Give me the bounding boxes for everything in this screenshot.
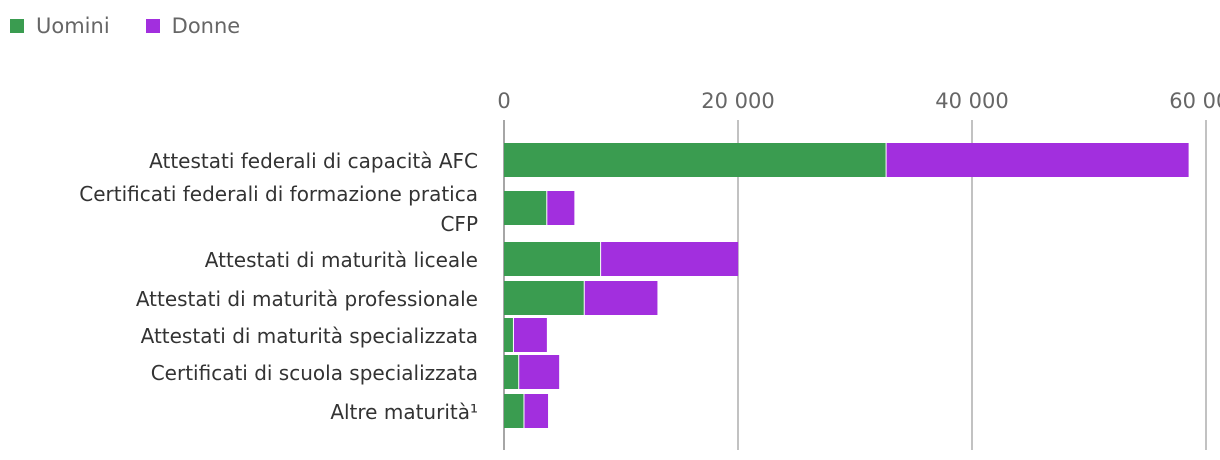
category-label: Attestati di maturità professionale <box>136 287 478 311</box>
bar-segment-uomini <box>504 281 584 315</box>
bar-segment-donne <box>547 191 575 225</box>
x-tick-label: 60 000 <box>1169 89 1220 113</box>
category-label: Altre maturità¹ <box>330 400 478 424</box>
legend-swatch-donne <box>145 19 160 33</box>
bar-segment-uomini <box>504 191 547 225</box>
category-label: Attestati federali di capacità AFC <box>149 149 478 173</box>
category-label: Attestati di maturità specializzata <box>141 324 478 348</box>
bar-segment-uomini <box>504 318 513 352</box>
legend-item-donne: Donne <box>145 14 241 38</box>
legend-label-donne: Donne <box>171 14 241 38</box>
bar-segment-uomini <box>504 143 886 177</box>
x-tick-label: 20 000 <box>701 89 774 113</box>
legend: Uomini Donne <box>10 14 240 38</box>
x-tick-label: 40 000 <box>935 89 1008 113</box>
bar-segment-donne <box>601 242 739 276</box>
x-tick-label: 0 <box>497 89 510 113</box>
bar-segment-donne <box>513 318 547 352</box>
bar-segment-uomini <box>504 242 601 276</box>
bar-segment-donne <box>519 355 560 389</box>
bar-segment-uomini <box>504 355 519 389</box>
category-label: Attestati di maturità liceale <box>205 248 478 272</box>
category-label: Certificati di scuola specializzata <box>151 361 478 385</box>
bar-segment-donne <box>524 394 549 428</box>
legend-label-uomini: Uomini <box>36 14 110 38</box>
legend-swatch-uomini <box>10 19 24 33</box>
category-label: CFP <box>440 212 478 236</box>
legend-item-uomini: Uomini <box>10 14 110 38</box>
bar-segment-uomini <box>504 394 524 428</box>
category-label: Certificati federali di formazione prati… <box>79 182 478 206</box>
bar-segment-donne <box>584 281 658 315</box>
bar-segment-donne <box>886 143 1189 177</box>
